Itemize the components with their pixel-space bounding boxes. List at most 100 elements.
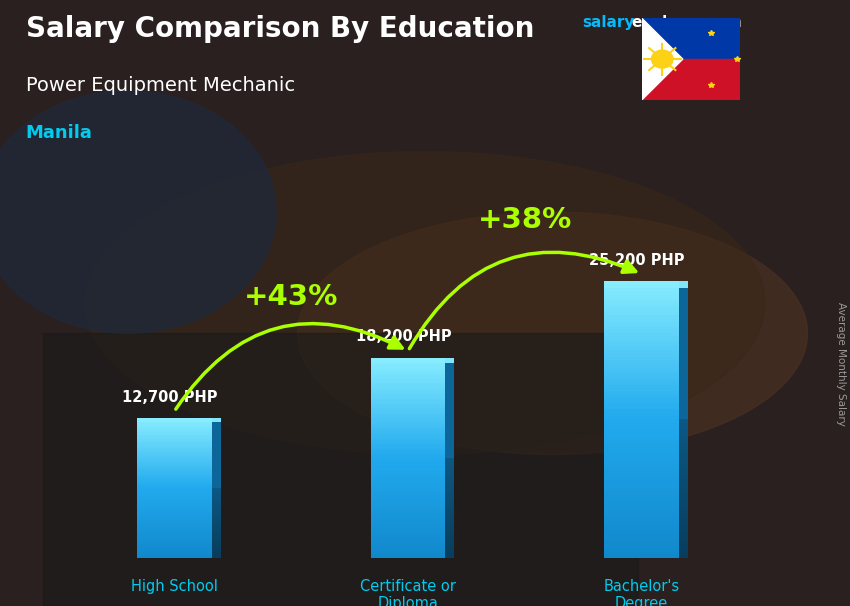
Bar xyxy=(679,471,689,474)
Bar xyxy=(604,412,679,416)
Text: Power Equipment Mechanic: Power Equipment Mechanic xyxy=(26,76,295,95)
Bar xyxy=(604,450,679,454)
Bar xyxy=(371,393,445,395)
Bar xyxy=(371,433,445,435)
Bar xyxy=(212,556,221,558)
Bar xyxy=(604,454,679,457)
Bar xyxy=(137,430,212,432)
Bar xyxy=(679,388,689,391)
Bar xyxy=(445,487,455,490)
Bar xyxy=(371,430,445,433)
Bar xyxy=(137,526,212,528)
Text: 18,200 PHP: 18,200 PHP xyxy=(355,330,451,344)
Bar xyxy=(137,508,212,510)
Bar xyxy=(679,440,689,444)
Bar xyxy=(137,524,212,526)
Bar xyxy=(679,533,689,537)
Bar xyxy=(679,312,689,315)
Bar xyxy=(604,433,679,436)
Bar xyxy=(371,380,445,382)
Bar xyxy=(679,495,689,499)
Bar xyxy=(371,415,445,418)
Bar xyxy=(604,284,679,288)
Bar xyxy=(212,490,221,491)
Bar xyxy=(604,339,679,343)
Bar xyxy=(679,422,689,426)
Bar xyxy=(371,470,445,473)
Text: Average Monthly Salary: Average Monthly Salary xyxy=(836,302,846,425)
Bar xyxy=(445,520,455,522)
Bar xyxy=(212,531,221,533)
Bar xyxy=(137,535,212,536)
Bar xyxy=(445,458,455,460)
Bar xyxy=(679,329,689,333)
Bar xyxy=(212,458,221,460)
Polygon shape xyxy=(642,18,683,100)
Bar xyxy=(445,442,455,445)
Bar xyxy=(212,540,221,542)
Bar xyxy=(445,475,455,478)
Bar xyxy=(604,374,679,378)
Bar xyxy=(137,542,212,544)
Text: 25,200 PHP: 25,200 PHP xyxy=(589,253,685,268)
Bar xyxy=(137,488,212,490)
Bar xyxy=(445,538,455,540)
Bar xyxy=(212,468,221,470)
Bar xyxy=(212,486,221,488)
Bar xyxy=(212,510,221,512)
Bar xyxy=(445,495,455,498)
Bar xyxy=(212,451,221,453)
Bar xyxy=(604,343,679,347)
Bar xyxy=(212,535,221,536)
Bar xyxy=(445,547,455,550)
Bar xyxy=(212,437,221,439)
Bar xyxy=(212,496,221,498)
Bar xyxy=(679,281,689,284)
Bar xyxy=(604,440,679,444)
Bar xyxy=(371,530,445,533)
Bar xyxy=(604,281,689,288)
Bar xyxy=(679,381,689,385)
Bar xyxy=(679,378,689,381)
Bar xyxy=(212,488,221,490)
Bar xyxy=(604,312,679,315)
Bar xyxy=(371,435,445,438)
Bar xyxy=(371,545,445,548)
Bar xyxy=(604,430,679,433)
Bar xyxy=(604,419,679,422)
Bar xyxy=(137,479,212,481)
Bar xyxy=(445,368,455,370)
Bar xyxy=(604,540,679,544)
Bar xyxy=(212,526,221,528)
Bar xyxy=(371,405,445,408)
Bar xyxy=(371,527,445,530)
Bar xyxy=(445,360,455,362)
Bar xyxy=(212,420,221,422)
Bar xyxy=(212,439,221,441)
Bar xyxy=(212,530,221,531)
Bar xyxy=(445,433,455,435)
Bar xyxy=(604,495,679,499)
Bar xyxy=(371,555,445,558)
Bar xyxy=(212,478,221,479)
Bar xyxy=(371,373,445,375)
Bar xyxy=(137,427,212,428)
Bar xyxy=(137,528,212,530)
Bar xyxy=(679,350,689,353)
Bar xyxy=(137,434,212,436)
Bar xyxy=(137,481,212,482)
Bar xyxy=(445,400,455,402)
Bar xyxy=(604,353,679,357)
Bar xyxy=(371,450,445,453)
Bar xyxy=(642,18,740,59)
Bar xyxy=(679,488,689,492)
Bar xyxy=(137,533,212,535)
Bar xyxy=(445,425,455,428)
Bar xyxy=(212,444,221,446)
Bar xyxy=(604,547,679,551)
Bar xyxy=(137,464,212,465)
Bar xyxy=(212,425,221,427)
Bar xyxy=(371,515,445,518)
Bar xyxy=(371,478,445,480)
Bar xyxy=(371,447,445,450)
